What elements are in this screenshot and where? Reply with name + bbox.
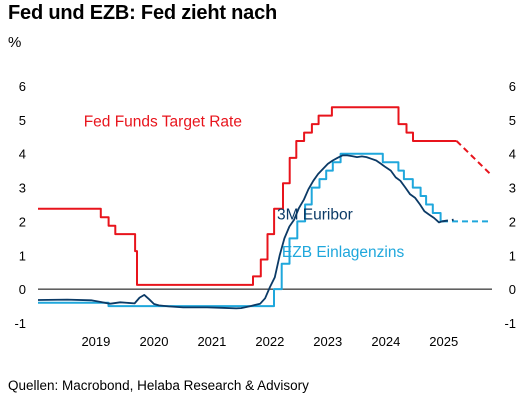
y-tick-label-right: 3	[509, 181, 516, 196]
series-line-ezb-einlagenzins	[38, 152, 442, 308]
annotation-ezb-einlagenzins: EZB Einlagenzins	[282, 244, 405, 261]
series-line-3m-euribor-prognose	[441, 218, 454, 223]
x-tick-label: 2023	[313, 334, 342, 349]
y-tick-label-left: 2	[19, 214, 26, 229]
y-tick-label-right: 6	[509, 79, 516, 94]
y-tick-label-right: 4	[509, 147, 516, 162]
x-tick-label: 2019	[81, 334, 110, 349]
y-tick-label-right: -1	[504, 316, 516, 331]
annotations: Fed Funds Target Rate 3M Euribor EZB Einla…	[84, 114, 405, 261]
series-layer	[37, 106, 493, 310]
annotation-fed-funds-target-rate: Fed Funds Target Rate	[84, 114, 242, 131]
series-line-fed-funds-target-rate-prognose	[455, 140, 493, 177]
annotation-3m-euribor: 3M Euribor	[277, 207, 353, 224]
series-line-3m-euribor	[37, 154, 443, 310]
y-tick-label-left: -1	[14, 316, 26, 331]
y-ticks-right: -1 0 1 2 3 4 5 6	[504, 79, 516, 331]
x-tick-label: 2021	[197, 334, 226, 349]
y-tick-label-right: 5	[509, 113, 516, 128]
x-ticks: 2019 2020 2021 2022 2023 2024 2025	[81, 334, 458, 349]
chart-title: Fed und EZB: Fed zieht nach	[8, 2, 278, 24]
source-note: Quellen: Macrobond, Helaba Research & Ad…	[8, 378, 309, 393]
y-tick-label-left: 6	[19, 79, 26, 94]
y-tick-label-left: 0	[19, 282, 26, 297]
x-tick-label: 2020	[140, 334, 169, 349]
y-tick-label-left: 4	[19, 147, 26, 162]
y-tick-label-left: 3	[19, 181, 26, 196]
x-tick-label: 2022	[255, 334, 284, 349]
y-axis-unit: %	[8, 34, 22, 51]
x-tick-label: 2024	[371, 334, 400, 349]
y-tick-label-right: 2	[509, 214, 516, 229]
y-tick-label-right: 1	[509, 248, 516, 263]
x-tick-label: 2025	[429, 334, 458, 349]
y-ticks-left: -1 0 1 2 3 4 5 6	[14, 79, 26, 331]
y-tick-label-right: 0	[509, 282, 516, 297]
series-line-fed-funds-target-rate	[38, 106, 457, 286]
y-tick-label-left: 5	[19, 113, 26, 128]
y-tick-label-left: 1	[19, 248, 26, 263]
